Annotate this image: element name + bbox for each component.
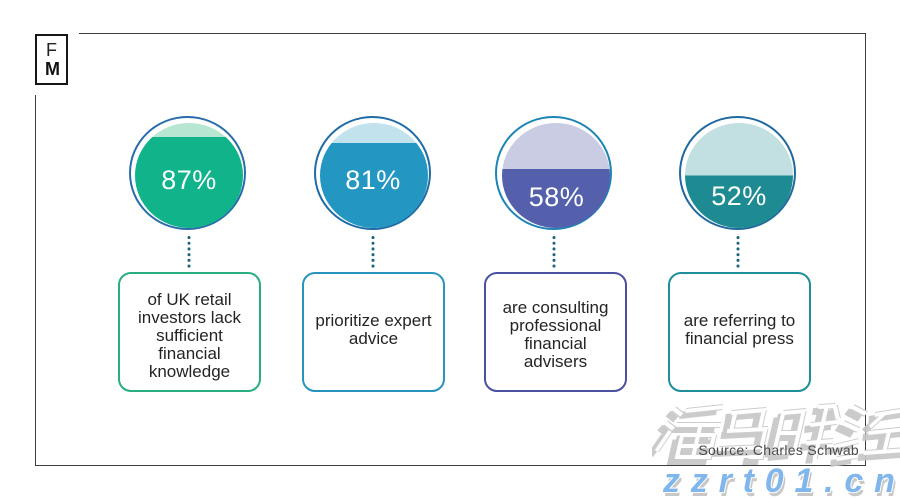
svg-text:zzrt01.cn: zzrt01.cn [663,462,900,499]
svg-text:zzrt01.cn: zzrt01.cn [664,466,900,499]
